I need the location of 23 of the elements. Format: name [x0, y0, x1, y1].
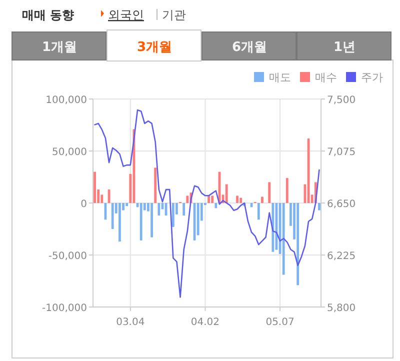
- text: 기관: [162, 8, 186, 22]
- legend-label: 매도: [269, 71, 291, 84]
- y-tick-label: 100,000: [46, 95, 87, 106]
- text: 6개월: [232, 40, 268, 55]
- legend-label: 매수: [315, 71, 337, 84]
- text: 1개월: [42, 40, 78, 55]
- y2-tick-label: 6,225: [327, 251, 356, 262]
- x-tick-label: 03.04: [116, 317, 145, 328]
- y2-tick-label: 6,650: [327, 199, 356, 210]
- y-tick-label: -50,000: [48, 251, 87, 262]
- y2-tick-label: 7,075: [327, 147, 356, 158]
- y2-tick-label: 5,800: [327, 303, 356, 314]
- y-tick-label: 50,000: [52, 147, 87, 158]
- text: 외국인: [108, 8, 144, 22]
- text: 3개월: [136, 40, 172, 55]
- legend-label: 주가: [361, 71, 383, 84]
- y-tick-label: -100,000: [42, 303, 87, 314]
- x-tick-label: 05.07: [266, 317, 294, 328]
- chart-title: 매매 동향: [22, 8, 74, 22]
- x-tick-label: 04.02: [190, 317, 220, 328]
- y-tick-label: 0: [80, 199, 87, 210]
- y2-tick-label: 7,500: [327, 95, 356, 106]
- text: 1년: [333, 40, 356, 55]
